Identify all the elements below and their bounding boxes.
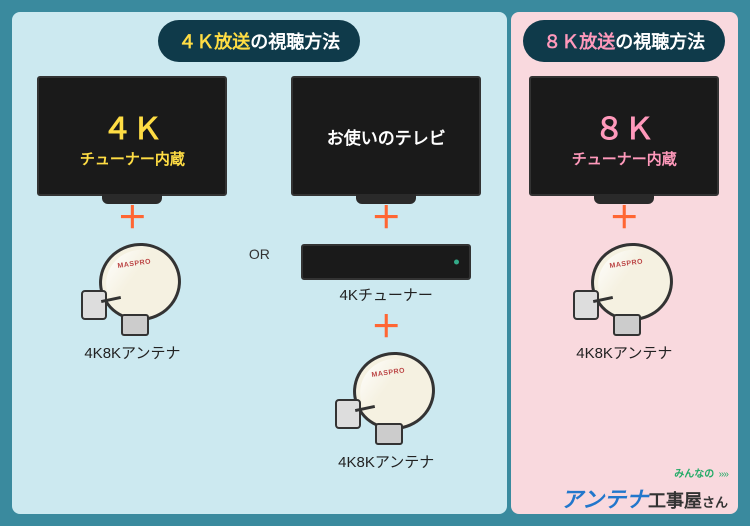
tv-8k-icon: ８Ｋ チューナー内蔵	[529, 76, 719, 196]
col-4k-external: お使いのテレビ ＋ 4Kチューナー ＋ MASPRO 4K8Kアンテナ	[276, 76, 497, 472]
tuner-label: 4Kチューナー	[340, 284, 433, 305]
header-4k-accent: ４Ｋ放送	[178, 32, 250, 52]
tv-8k-title: ８Ｋ	[594, 104, 654, 148]
plus-icon: ＋	[609, 204, 639, 234]
antenna-icon: MASPRO	[569, 238, 679, 338]
col-4k-builtin: ４Ｋ チューナー内蔵 ＋ MASPRO 4K8Kアンテナ	[22, 76, 243, 363]
header-8k-rest: の視聴方法	[615, 32, 705, 52]
logo-top: みんなの	[674, 469, 714, 480]
tv-8k-sub: チューナー内蔵	[572, 148, 677, 169]
panel-8k-body: ８Ｋ チューナー内蔵 ＋ MASPRO 4K8Kアンテナ	[529, 76, 719, 363]
plus-icon: ＋	[371, 204, 401, 234]
header-8k-accent: ８Ｋ放送	[543, 32, 615, 52]
tv-4k-sub: チューナー内蔵	[80, 148, 185, 169]
panel-4k: ４Ｋ放送の視聴方法 ４Ｋ チューナー内蔵 ＋ MASPRO 4K8Kアンテナ O…	[12, 12, 507, 514]
or-separator: OR	[243, 246, 276, 262]
antenna-label: 4K8Kアンテナ	[338, 451, 434, 472]
antenna-label: 4K8Kアンテナ	[84, 342, 180, 363]
logo-antenna: アンテナ	[561, 482, 648, 514]
header-4k-rest: の視聴方法	[250, 32, 340, 52]
panel-8k: ８Ｋ放送の視聴方法 ８Ｋ チューナー内蔵 ＋ MASPRO 4K8Kアンテナ	[511, 12, 738, 514]
header-8k: ８Ｋ放送の視聴方法	[523, 20, 725, 62]
tv-4k-title: ４Ｋ	[102, 104, 162, 148]
tv-4k-icon: ４Ｋ チューナー内蔵	[37, 76, 227, 196]
header-4k: ４Ｋ放送の視聴方法	[158, 20, 360, 62]
plus-icon: ＋	[117, 204, 147, 234]
antenna-label: 4K8Kアンテナ	[576, 342, 672, 363]
plus-icon: ＋	[371, 313, 401, 343]
logo-san: さん	[702, 492, 728, 511]
logo-marks: ››››	[719, 469, 728, 480]
brand-logo: みんなの ›››› アンテナ工事屋さん	[561, 464, 728, 514]
tuner-icon	[301, 244, 471, 280]
tv-plain-icon: お使いのテレビ	[291, 76, 481, 196]
infographic-container: ４Ｋ放送の視聴方法 ４Ｋ チューナー内蔵 ＋ MASPRO 4K8Kアンテナ O…	[12, 12, 738, 514]
logo-kouji: 工事屋	[648, 487, 702, 513]
panel-4k-body: ４Ｋ チューナー内蔵 ＋ MASPRO 4K8Kアンテナ OR お使いのテレビ …	[22, 76, 497, 472]
tv-plain-label: お使いのテレビ	[327, 124, 446, 149]
antenna-icon: MASPRO	[331, 347, 441, 447]
antenna-icon: MASPRO	[77, 238, 187, 338]
